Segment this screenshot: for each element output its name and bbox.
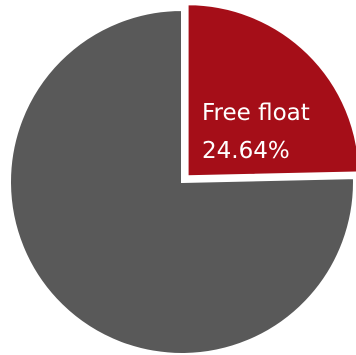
pie-slice-free-float [186, 3, 356, 178]
pie-slice-1 [9, 8, 355, 355]
slice-label-free-float: Free float [202, 100, 310, 126]
slice-value-free-float: 24.64% [202, 138, 290, 164]
